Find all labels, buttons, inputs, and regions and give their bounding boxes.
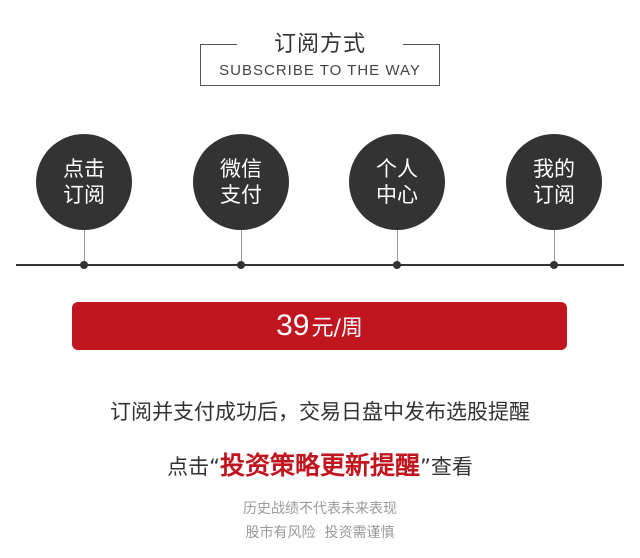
price-unit: 元/周 [311, 316, 363, 341]
timeline-dot [393, 261, 401, 269]
disclaimer-line1: 历史战绩不代表未来表现 [243, 501, 397, 517]
step-connector [397, 230, 398, 264]
step-label-line1: 点击 [63, 157, 105, 181]
step-connector [241, 230, 242, 264]
page-title: 订阅方式 [237, 31, 403, 59]
step-personal-center: 个人 中心 [349, 134, 445, 230]
page-subtitle: SUBSCRIBE TO THE WAY [219, 62, 421, 79]
price-amount: 39 [276, 309, 310, 342]
timeline-dot [80, 261, 88, 269]
notice-suffix: ”查看 [420, 455, 473, 479]
step-my-subscription: 我的 订阅 [506, 134, 602, 230]
price-banner: 39 元/周 [72, 302, 567, 350]
disclaimer-line2: 股市有风险 投资需谨慎 [245, 525, 395, 541]
step-connector [84, 230, 85, 264]
step-label-line2: 中心 [376, 183, 418, 207]
step-connector [554, 230, 555, 264]
step-label-line2: 订阅 [63, 183, 105, 207]
step-label-line2: 订阅 [533, 183, 575, 207]
timeline-line [16, 264, 624, 266]
notice-prefix: 点击“ [167, 455, 220, 479]
step-wechat-pay: 微信 支付 [193, 134, 289, 230]
timeline-dot [237, 261, 245, 269]
step-label-line1: 微信 [220, 157, 262, 181]
timeline-dot [550, 261, 558, 269]
notice-action: 点击“投资策略更新提醒”查看 [0, 446, 640, 482]
notice-text: 订阅并支付成功后，交易日盘中发布选股提醒 [110, 400, 530, 424]
step-label-line1: 我的 [533, 157, 575, 181]
notice-highlight: 投资策略更新提醒 [219, 451, 420, 480]
step-label-line1: 个人 [376, 157, 418, 181]
step-label-line2: 支付 [220, 183, 262, 207]
step-click-subscribe: 点击 订阅 [36, 134, 132, 230]
